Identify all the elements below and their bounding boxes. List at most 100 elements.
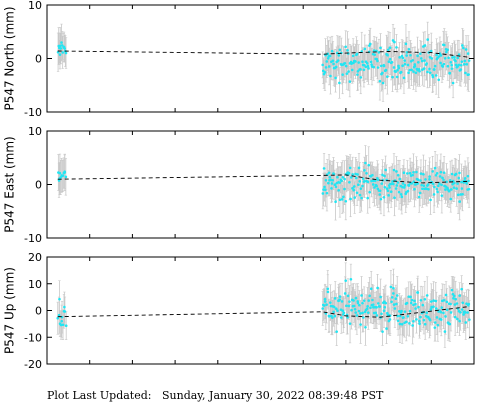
data-point [64,324,68,328]
data-point [445,308,449,312]
data-point [395,170,398,173]
data-point [325,191,329,195]
data-point [370,179,373,183]
data-point [379,197,383,201]
data-point [352,304,356,308]
data-point [442,298,446,302]
data-point [335,330,338,333]
data-point [375,49,378,53]
data-point [413,64,417,68]
data-point [355,191,359,195]
data-point [435,307,438,310]
data-point [391,75,394,79]
data-point [406,63,410,67]
data-point [380,182,384,185]
data-point [420,59,424,63]
data-point [354,311,358,314]
data-point [63,47,67,50]
data-point [332,310,335,314]
data-point [334,185,338,189]
data-point [427,187,430,191]
data-point [366,311,370,314]
data-point [336,59,340,62]
data-point [360,196,363,200]
data-point [361,184,364,188]
data-point [412,303,415,307]
data-point [454,63,458,67]
data-point [411,324,414,327]
data-point [402,76,406,80]
data-point [329,74,332,78]
data-point [433,326,437,329]
data-point [381,81,385,85]
data-point [449,197,453,201]
y-tick-label: -10 [24,232,42,245]
data-point [60,319,64,323]
data-point [384,168,387,172]
data-point [329,301,332,304]
data-point [465,302,468,305]
data-point [422,184,426,188]
data-point [440,183,443,187]
data-point [466,311,469,314]
data-point [366,64,370,68]
data-point [462,46,465,50]
data-point [439,318,443,321]
trend-line [57,306,470,318]
data-point [388,57,392,61]
data-point [367,67,370,70]
data-point [366,180,370,184]
data-point [343,292,347,295]
data-point [368,42,372,46]
data-point [365,307,369,311]
data-point [442,311,445,315]
data-point [423,44,427,47]
data-point [460,187,464,190]
data-point [436,323,440,327]
data-point [351,54,355,58]
trend-line [57,50,470,58]
data-point [349,176,353,179]
data-point [340,198,344,201]
data-point [467,179,470,183]
data-point [371,173,374,177]
y-tick-label: 10 [28,125,42,138]
data-point [403,62,407,66]
data-point [409,53,412,57]
data-point [456,317,459,321]
data-point [346,49,349,52]
data-point [433,166,437,170]
data-point [433,185,436,189]
data-point [334,200,337,204]
data-point [336,309,339,313]
data-point [368,294,371,298]
data-point [440,194,444,197]
data-point [413,187,416,191]
data-point [440,306,444,309]
data-point [433,321,437,324]
data-point [339,316,343,319]
data-point [376,286,379,290]
data-point [456,182,459,185]
data-point [385,187,389,190]
data-point [443,330,447,333]
data-point [438,182,441,185]
data-point [327,181,330,185]
data-point [463,311,467,314]
data-point [364,325,367,329]
data-point [464,321,468,324]
data-point [453,181,456,185]
data-point [465,182,468,185]
data-point [444,315,447,318]
data-point [403,183,407,187]
data-point [323,300,327,303]
data-point [428,178,431,181]
data-point [361,301,364,305]
y-tick-label: 10 [28,0,42,12]
data-point [386,75,389,78]
data-point [457,53,461,56]
data-point [437,78,441,82]
data-point [355,52,359,56]
data-point [458,294,461,297]
data-point [429,308,433,311]
